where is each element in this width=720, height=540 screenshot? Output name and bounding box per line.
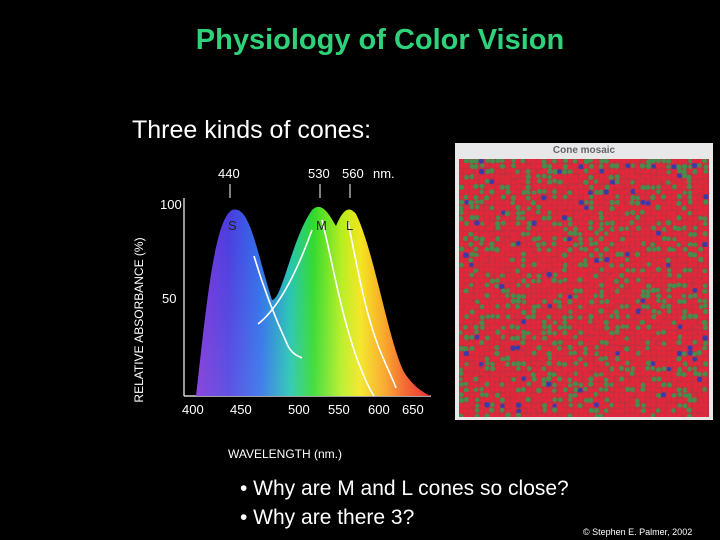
curve-label-m: M: [316, 218, 327, 233]
slide-title: Physiology of Color Vision: [195, 24, 565, 56]
s-curve-tail: [253, 255, 303, 359]
y-tick-100: 100: [160, 197, 182, 212]
x-tick-500: 500: [288, 402, 310, 417]
y-axis-label: RELATIVE ABSORBANCE (%): [132, 237, 146, 402]
x-tick-650: 650: [402, 402, 424, 417]
x-tick-600: 600: [368, 402, 390, 417]
peak-label-440: 440: [218, 166, 240, 181]
m-curve-rise: [257, 229, 313, 325]
curve-label-l: L: [346, 218, 353, 233]
m-curve-tail: [321, 219, 375, 397]
bullet-item: • Why are there 3?: [240, 506, 415, 529]
curve-label-s: S: [228, 218, 237, 233]
peak-label-unit: nm.: [373, 166, 395, 181]
bullet-item: • Why are M and L cones so close?: [240, 477, 569, 500]
cone-absorbance-figure: RELATIVE ABSORBANCE (%) 100 50 440 530 5…: [132, 166, 431, 461]
x-tick-450: 450: [230, 402, 252, 417]
peak-label-530: 530: [308, 166, 330, 181]
bullet-list: • Why are M and L cones so close? • Why …: [240, 474, 569, 532]
x-tick-400: 400: [182, 402, 204, 417]
y-tick-50: 50: [162, 291, 176, 306]
x-axis-label: WAVELENGTH (nm.): [228, 447, 342, 461]
slide-subtitle: Three kinds of cones:: [132, 116, 372, 144]
cone-mosaic-title: Cone mosaic: [552, 145, 616, 156]
copyright-credit: © Stephen E. Palmer, 2002: [583, 527, 693, 537]
cone-mosaic-panel: Cone mosaic: [455, 143, 713, 420]
x-tick-550: 550: [328, 402, 350, 417]
l-curve-tail: [347, 221, 397, 389]
cone-mosaic-image: [459, 159, 709, 417]
peak-label-560: 560: [342, 166, 364, 181]
